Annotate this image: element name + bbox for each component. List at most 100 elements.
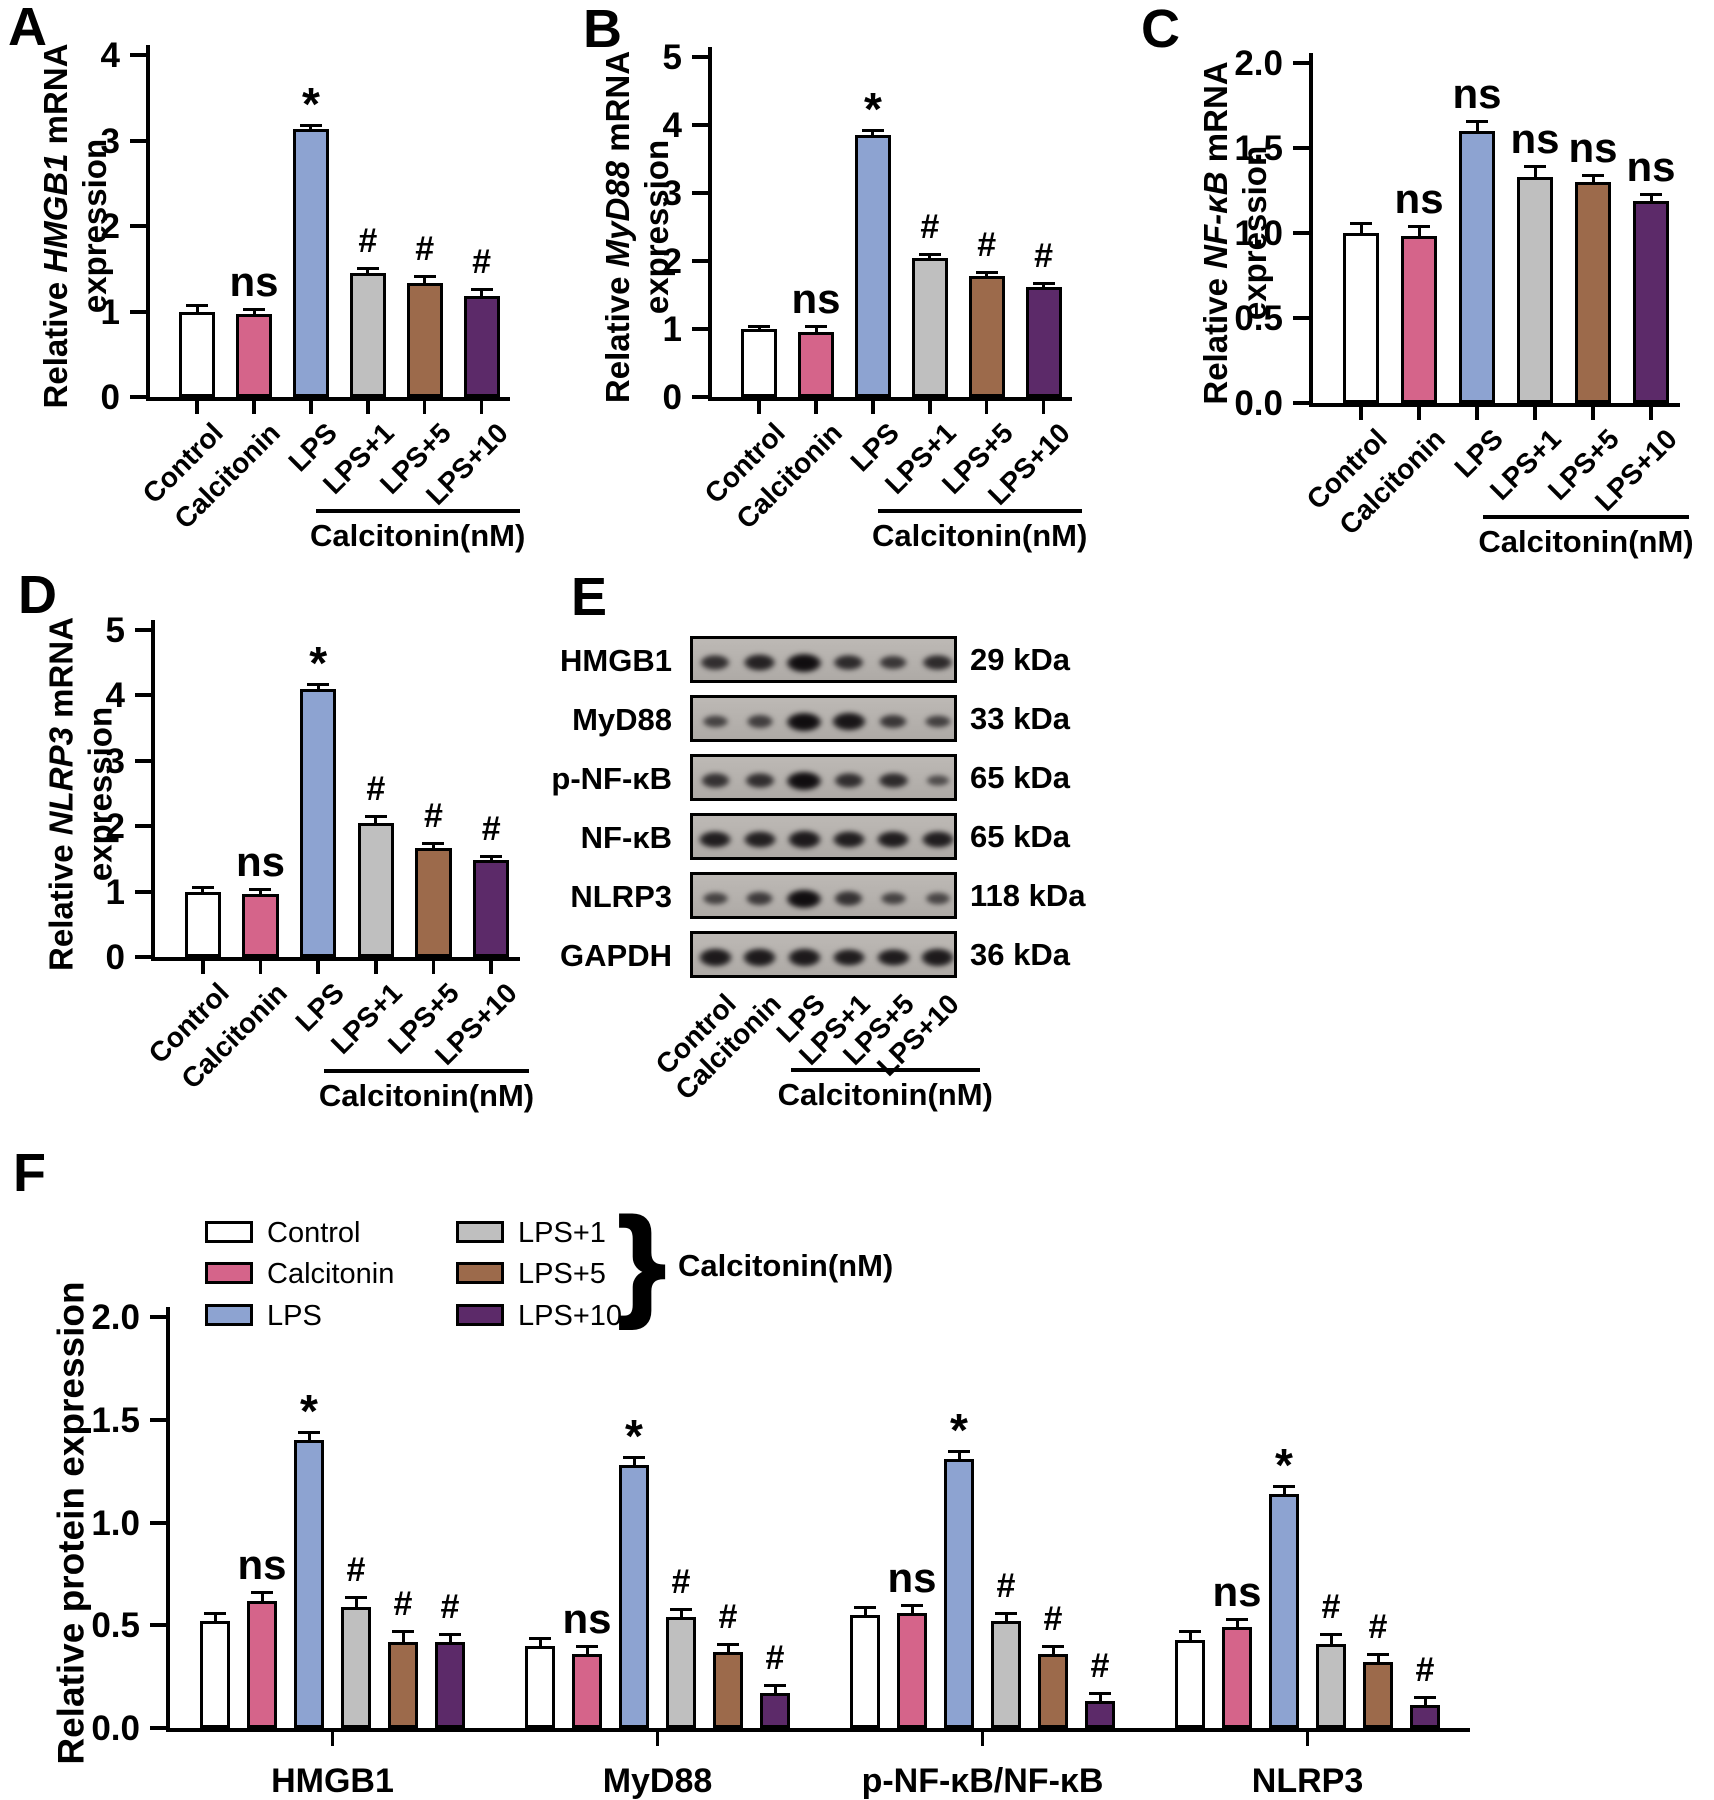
x-tick: [366, 401, 370, 414]
x-tick: [928, 401, 932, 414]
sig-label: ns: [237, 1541, 287, 1589]
blot-band: [692, 945, 738, 970]
error-bar-cap: [1367, 1653, 1389, 1657]
bar: [299, 688, 337, 957]
sig-label: #: [671, 1562, 691, 1601]
x-tick: [757, 401, 761, 414]
y-tick: [692, 259, 708, 263]
sig-label: *: [863, 83, 882, 136]
error-bar-cap: [243, 307, 266, 311]
error-bar-line: [258, 889, 262, 896]
y-tick-label: 1: [662, 310, 682, 349]
blot-band: [915, 827, 960, 852]
treatment-bracket-line: [315, 509, 520, 513]
y-tick: [692, 123, 708, 127]
y-tick-label: 4: [100, 36, 120, 75]
error-bar-cap: [204, 1611, 226, 1615]
blot-band: [828, 770, 869, 791]
blot-band: [780, 649, 829, 676]
y-tick: [150, 1315, 166, 1319]
sig-label: ns: [887, 1553, 937, 1601]
blot-band: [872, 769, 914, 792]
blot-band: [875, 889, 911, 908]
blot-box: [690, 754, 957, 801]
sig-label: ns: [229, 257, 279, 305]
blot-box: [690, 813, 960, 860]
treatment-bracket-label: Calcitonin(nM): [777, 1077, 993, 1112]
sig-label: #: [440, 1587, 460, 1626]
bar: [897, 1612, 927, 1728]
x-tick: [1649, 407, 1653, 420]
legend-label: Calcitonin: [267, 1258, 395, 1290]
error-bar-line: [401, 1632, 405, 1643]
bar: [968, 275, 1005, 397]
x-tick: [195, 401, 199, 414]
y-tick-label: 4: [662, 106, 682, 145]
y-tick: [1293, 316, 1309, 320]
bar: [1410, 1705, 1440, 1728]
blot-band: [781, 945, 827, 970]
bar: [760, 1693, 790, 1728]
blot-band: [829, 888, 869, 909]
error-bar-line: [1359, 223, 1363, 234]
legend-swatch: [205, 1304, 253, 1326]
error-bar-cap: [901, 1603, 923, 1607]
error-bar-line: [366, 269, 370, 275]
x-tick: [871, 401, 875, 414]
x-tick: [814, 401, 818, 414]
y-axis-title: Relative HMGB1 mRNA expression: [37, 43, 113, 409]
error-bar-cap: [1089, 1692, 1111, 1696]
blot-box: [690, 931, 961, 978]
y-tick-label: 0: [662, 378, 682, 417]
blot-row-label: MyD88: [572, 702, 672, 737]
error-bar-cap: [861, 129, 884, 133]
blot-band: [826, 827, 871, 852]
sig-label: *: [300, 1385, 318, 1438]
y-tick: [135, 758, 151, 763]
sig-label: ns: [791, 275, 841, 323]
panel-c-label: C: [1141, 0, 1180, 59]
error-bar-line: [871, 131, 875, 137]
x-axis: [151, 957, 520, 961]
sig-label: ns: [562, 1594, 612, 1642]
error-bar-line: [757, 326, 761, 330]
panel-f-label: F: [13, 1143, 46, 1203]
error-bar-cap: [670, 1607, 692, 1611]
group-tick: [1305, 1732, 1310, 1746]
bar: [179, 311, 216, 397]
x-tick: [479, 401, 484, 414]
error-bar-cap: [748, 324, 771, 328]
error-bar-line: [1282, 1486, 1286, 1495]
blot-band: [915, 945, 961, 970]
error-bar-cap: [948, 1449, 970, 1453]
x-tick: [422, 401, 427, 414]
bar: [294, 1440, 324, 1728]
error-bar-cap: [345, 1595, 367, 1599]
bar: [991, 1621, 1021, 1728]
error-bar-line: [863, 1607, 867, 1616]
error-bar-cap: [717, 1642, 739, 1646]
sig-label: #: [472, 242, 491, 281]
blot-row-label: NF-κB: [580, 820, 672, 855]
error-bar-line: [195, 306, 199, 313]
bar: [242, 894, 279, 957]
x-tick: [1475, 407, 1479, 420]
blot-band: [921, 772, 954, 789]
sig-label: #: [1034, 236, 1053, 275]
y-tick-label: 0.0: [91, 1709, 140, 1748]
sig-label: #: [765, 1638, 785, 1677]
y-tick: [135, 628, 151, 632]
y-tick: [150, 1623, 166, 1628]
error-bar-cap: [623, 1455, 645, 1459]
blot-band: [780, 767, 829, 794]
y-tick: [1293, 61, 1309, 65]
bar: [1222, 1627, 1252, 1728]
group-tick: [980, 1732, 985, 1746]
sig-label: #: [920, 207, 940, 246]
group-label: p-NF-κB/NF-κB: [861, 1762, 1104, 1800]
y-axis-title: Relative NLRP3 mRNA expression: [42, 616, 118, 971]
group-label: MyD88: [602, 1762, 713, 1800]
error-bar-line: [374, 817, 378, 824]
legend-label: LPS+10: [518, 1300, 623, 1332]
sig-label: #: [366, 770, 386, 809]
